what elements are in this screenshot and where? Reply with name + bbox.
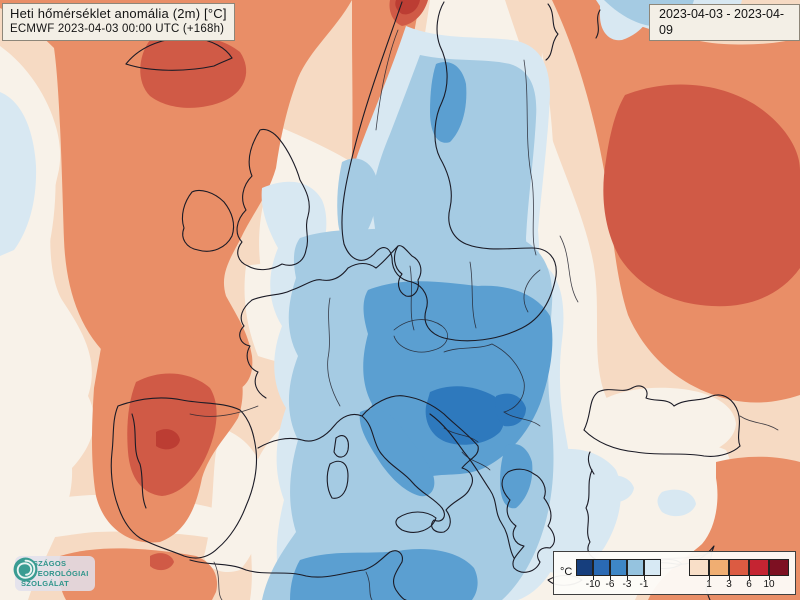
map-title: Heti hőmérséklet anomália (2m) [°C]	[10, 6, 227, 21]
legend-tick	[644, 576, 645, 580]
legend-cell	[749, 559, 769, 576]
legend-cell	[729, 559, 749, 576]
legend-cell	[689, 559, 709, 576]
legend-cell	[610, 559, 627, 576]
legend-cell	[709, 559, 729, 576]
color-scale-legend: °C -10 -6 -3 -1 1 3 6 10	[553, 551, 796, 595]
logo-line-3: SZOLGÁLAT	[21, 578, 69, 588]
logo-line-2: METEOROLÓGIAI	[21, 568, 89, 578]
legend-tick	[709, 576, 710, 580]
legend-tick-label: -3	[622, 579, 632, 590]
met-service-logo: ORSZÁGOS METEOROLÓGIAI SZOLGÁLAT	[12, 556, 95, 592]
legend-tick	[593, 576, 594, 580]
legend-tick	[729, 576, 730, 580]
map-title-box: Heti hőmérséklet anomália (2m) [°C] ECMW…	[2, 3, 235, 41]
map-medium-blue-regions	[290, 62, 553, 600]
country-borders	[189, 29, 779, 600]
legend-tick	[749, 576, 750, 580]
legend-tick	[610, 576, 611, 580]
legend-unit-label: °C	[560, 566, 573, 578]
legend-tick-label: 6	[746, 579, 752, 590]
date-range-box: 2023-04-03 - 2023-04-09	[649, 4, 800, 42]
legend-tick-label: 10	[763, 579, 775, 590]
legend-tick-label: -10	[585, 579, 601, 590]
legend-tick-label: 1	[706, 579, 712, 590]
legend-tick-label: -1	[639, 579, 649, 590]
legend-cell	[644, 559, 661, 576]
legend-tick	[627, 576, 628, 580]
legend-cell	[593, 559, 610, 576]
legend-cell	[769, 559, 789, 576]
legend-tick	[769, 576, 770, 580]
legend-cell	[576, 559, 593, 576]
legend-cell	[627, 559, 644, 576]
spiral-cyclone-icon	[13, 557, 38, 582]
date-range: 2023-04-03 - 2023-04-09	[659, 7, 785, 37]
logo-line-1: ORSZÁGOS	[21, 559, 67, 568]
legend-tick-label: -6	[605, 579, 615, 590]
legend-tick-label: 3	[726, 579, 732, 590]
model-run-info: ECMWF 2023-04-03 00:00 UTC (+168h)	[10, 23, 225, 36]
